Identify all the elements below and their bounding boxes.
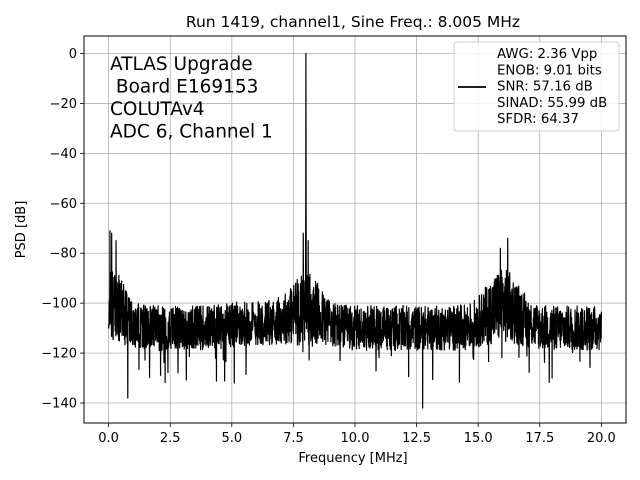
x-axis-title: Frequency [MHz] — [298, 451, 407, 466]
x-tick-label: 2.5 — [160, 431, 181, 446]
x-tick-label: 7.5 — [283, 431, 304, 446]
x-tick-label: 20.0 — [587, 431, 616, 446]
psd-trace-line — [108, 52, 602, 409]
x-tick-label: 12.5 — [402, 431, 431, 446]
annotation-line: ADC 6, Channel 1 — [110, 122, 273, 143]
y-tick-label: 0 — [69, 47, 77, 62]
legend-stat-line: SINAD: 55.99 dB — [497, 96, 607, 111]
x-axis-ticks: 0.0 2.5 5.0 7.5 10.0 12.5 15.0 17.5 20.0 — [98, 423, 616, 446]
annotation-line: Board E169153 — [110, 77, 258, 98]
y-tick-label: −20 — [50, 97, 77, 112]
psd-series — [108, 52, 602, 409]
legend-stat-line: SNR: 57.16 dB — [497, 80, 593, 95]
y-axis-title: PSD [dB] — [14, 201, 29, 259]
grid-lines — [84, 36, 626, 423]
legend-stat-line: SFDR: 64.37 — [497, 112, 579, 127]
y-tick-label: −140 — [41, 397, 77, 412]
x-tick-label: 15.0 — [464, 431, 493, 446]
legend-stat-line: ENOB: 9.01 bits — [497, 63, 602, 78]
y-tick-label: −80 — [50, 247, 77, 262]
legend-stat-line: AWG: 2.36 Vpp — [497, 47, 597, 62]
annotation-line: ATLAS Upgrade — [110, 54, 253, 75]
annotation-line: COLUTAv4 — [110, 99, 205, 120]
y-tick-label: −100 — [41, 297, 77, 312]
y-tick-label: −120 — [41, 347, 77, 362]
x-tick-label: 5.0 — [221, 431, 242, 446]
y-tick-label: −40 — [50, 147, 77, 162]
x-tick-label: 10.0 — [341, 431, 370, 446]
y-axis-ticks: 0 −20 −40 −60 −80 −100 −120 −140 — [41, 47, 84, 412]
x-tick-label: 17.5 — [525, 431, 554, 446]
legend-box — [453, 41, 620, 132]
chart-title: Run 1419, channel1, Sine Freq.: 8.005 MH… — [186, 13, 520, 31]
y-tick-label: −60 — [50, 197, 77, 212]
x-tick-label: 0.0 — [98, 431, 119, 446]
